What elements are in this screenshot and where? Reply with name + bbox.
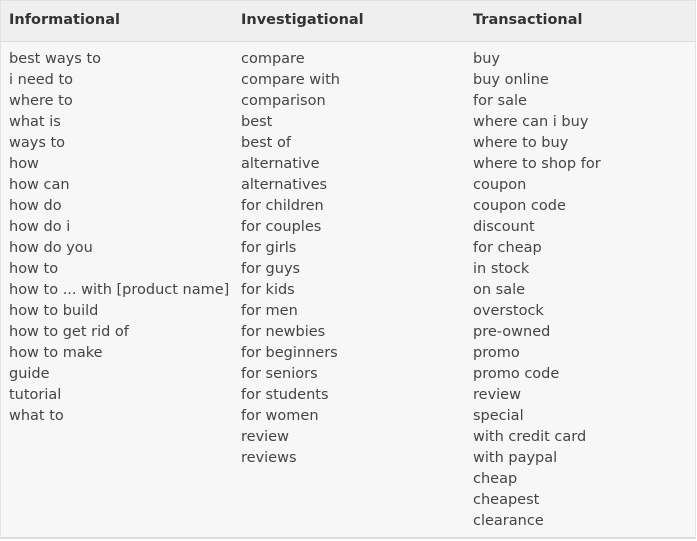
list-item: promo code xyxy=(473,366,560,382)
list-item: coupon xyxy=(473,177,527,193)
list-item: what is xyxy=(9,114,61,130)
list-item: clearance xyxy=(473,513,544,529)
list-item: how can xyxy=(9,177,70,193)
list-item: best of xyxy=(241,135,291,151)
list-item: cheap xyxy=(473,471,518,487)
list-item: how do you xyxy=(9,240,93,256)
list-item: for kids xyxy=(241,282,295,298)
list-item: best xyxy=(241,114,273,130)
list-item: what to xyxy=(9,408,64,424)
list-item: discount xyxy=(473,219,535,235)
list-item: pre-owned xyxy=(473,324,551,340)
list-item: how do i xyxy=(9,219,71,235)
list-item: promo xyxy=(473,345,520,361)
list-item: review xyxy=(241,429,289,445)
list-item: how do xyxy=(9,198,62,214)
list-item: compare with xyxy=(241,72,340,88)
list-item: for guys xyxy=(241,261,301,277)
list-item: for sale xyxy=(473,93,527,109)
list-item: where to buy xyxy=(473,135,569,151)
list-item: for cheap xyxy=(473,240,542,256)
list-item: for girls xyxy=(241,240,297,256)
list-item: guide xyxy=(9,366,50,382)
list-item: for seniors xyxy=(241,366,318,382)
list-item: buy xyxy=(473,51,500,67)
list-item: how to build xyxy=(9,303,99,319)
list-item: for students xyxy=(241,387,329,403)
list-item: review xyxy=(473,387,521,403)
list-item: for children xyxy=(241,198,324,214)
list-item: alternative xyxy=(241,156,320,172)
list-item: coupon code xyxy=(473,198,566,214)
list-item: overstock xyxy=(473,303,544,319)
list-item: where to xyxy=(9,93,73,109)
list-item: tutorial xyxy=(9,387,62,403)
transactional-column: buy buy online for sale where can i buy wher… xyxy=(473,49,601,532)
list-item: with paypal xyxy=(473,450,558,466)
list-item: comparison xyxy=(241,93,326,109)
list-item: ways to xyxy=(9,135,66,151)
list-item: i need to xyxy=(9,72,74,88)
list-item: with credit card xyxy=(473,429,587,445)
list-item: for couples xyxy=(241,219,322,235)
list-item: how to make xyxy=(9,345,103,361)
list-item: where can i buy xyxy=(473,114,589,130)
list-item: in stock xyxy=(473,261,530,277)
list-item: alternatives xyxy=(241,177,328,193)
list-item: compare xyxy=(241,51,305,67)
header-informational: Informational xyxy=(9,12,120,28)
list-item: where to shop for xyxy=(473,156,601,172)
list-item: how to get rid of xyxy=(9,324,129,340)
header-transactional: Transactional xyxy=(473,12,583,28)
list-item: cheapest xyxy=(473,492,540,508)
list-item: buy online xyxy=(473,72,549,88)
list-item: best ways to xyxy=(9,51,102,67)
header-investigational: Investigational xyxy=(241,12,364,28)
list-item: for beginners xyxy=(241,345,338,361)
list-item: how to ... with [product name] xyxy=(9,282,230,298)
list-item: how xyxy=(9,156,39,172)
table-header: Informational Investigational Transactio… xyxy=(1,1,695,42)
list-item: reviews xyxy=(241,450,297,466)
list-item: for newbies xyxy=(241,324,326,340)
informational-column: best ways to i need to where to what is ways… xyxy=(9,49,229,427)
list-item: special xyxy=(473,408,524,424)
list-item: for men xyxy=(241,303,298,319)
list-item: how to xyxy=(9,261,59,277)
list-item: for women xyxy=(241,408,319,424)
investigational-column: compare compare with comparison best best of… xyxy=(241,49,340,469)
list-item: on sale xyxy=(473,282,526,298)
